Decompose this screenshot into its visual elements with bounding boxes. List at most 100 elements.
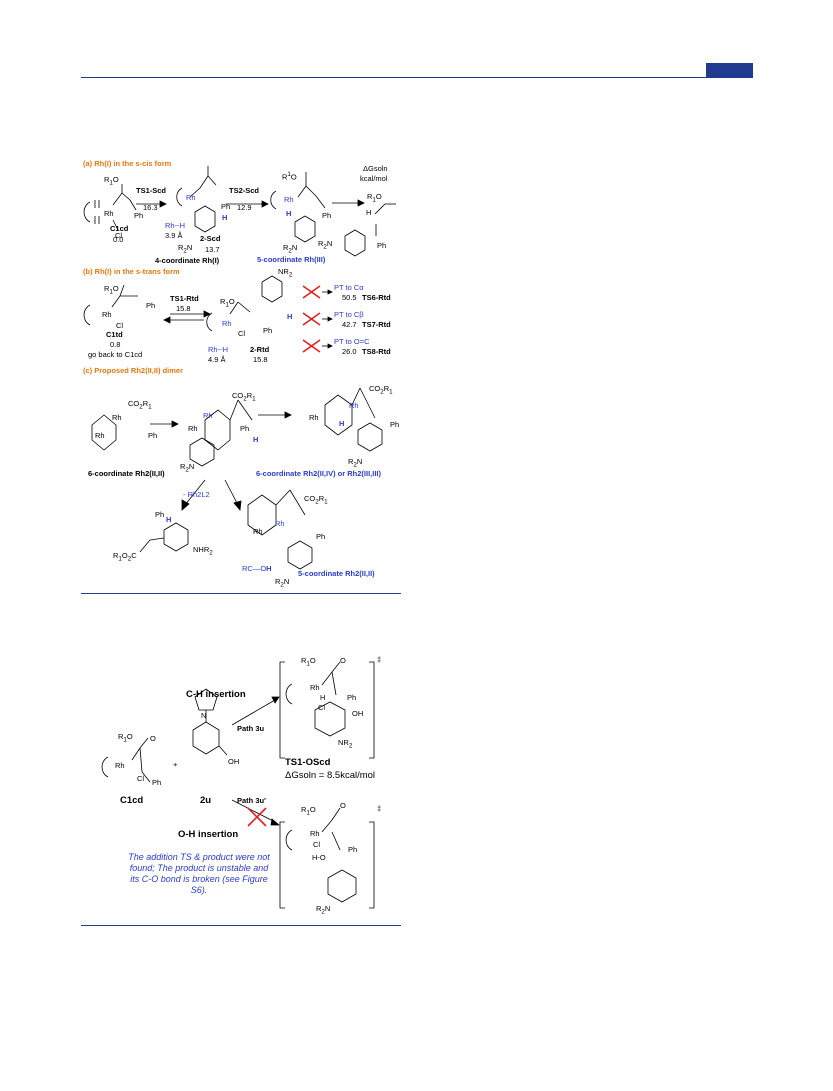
label-ph: Ph <box>347 693 357 702</box>
rh-h-b-dist: 4.9 Å <box>208 355 226 364</box>
label-r2n: R2N <box>275 577 290 589</box>
panel-c-title: (c) Proposed Rh2(II,II) dimer <box>83 366 184 375</box>
label-nr2: NR2 <box>338 738 353 750</box>
c1cd-name: C1cd <box>110 224 129 233</box>
label-h-blue: H <box>286 209 292 218</box>
path-3u-prime-label: Path 3u' <box>237 796 266 805</box>
rh-h-a-dist: 3.9 Å <box>165 231 183 240</box>
four-coord-label: 4-coordinate Rh(I) <box>155 256 220 265</box>
label-co2r1: CO2R1 <box>128 399 152 411</box>
c1cd-scheme-name: C1cd <box>120 795 144 806</box>
six-coord-label: 6-coordinate Rh2(II,II) <box>88 469 165 478</box>
label-nr2: NR2 <box>278 267 293 279</box>
s2-name: 2-Scd <box>200 234 221 243</box>
path-3u-label: Path 3u <box>237 724 265 733</box>
label-rh: Rh <box>95 431 105 440</box>
pt-label-1: PT to Cα <box>334 283 364 292</box>
pt-energy-2: 42.7 <box>342 320 357 329</box>
label-rh: Rh <box>112 413 122 422</box>
label-rh: Rh <box>104 209 114 218</box>
label-rh: Rh <box>115 761 125 770</box>
label-cl: Cl <box>116 321 124 330</box>
header-rule <box>81 77 753 78</box>
label-ph: Ph <box>221 202 231 211</box>
pt-label-2: PT to Cβ <box>334 310 364 319</box>
c1td-name: C1td <box>106 330 123 339</box>
separator <box>81 925 401 926</box>
label-r1o: R1O <box>118 732 133 744</box>
ts2-scd-energy: 12.9 <box>237 203 252 212</box>
label-ph: Ph <box>390 420 400 429</box>
ts1-rtd-name: TS1-Rtd <box>170 294 199 303</box>
five-coord-c-label: 5-coordinate Rh2(II,II) <box>298 569 375 578</box>
label-rh: Rh <box>309 413 319 422</box>
ts1-os-name: TS1-OScd <box>285 757 331 768</box>
pt-label-3: PT to O=C <box>334 337 370 346</box>
label-rco-h: RC—OH <box>242 564 272 573</box>
label-cl: Cl <box>137 774 145 783</box>
label-h-blue: H <box>222 213 228 222</box>
label-n: N <box>201 711 207 720</box>
label-rh-blue: Rh <box>349 401 359 410</box>
label-r1o: R1O <box>367 192 382 204</box>
rh-h-a-label: Rh--H <box>165 221 185 230</box>
label-ph: Ph <box>316 532 326 541</box>
minus-rh2l2: - Rh2L2 <box>183 490 210 499</box>
label-ph: Ph <box>146 301 156 310</box>
label-ph: Ph <box>240 424 250 433</box>
cod-ring <box>83 200 100 224</box>
five-coord-label: 5-coordinate Rh(III) <box>257 255 326 264</box>
label-ph: Ph <box>377 241 387 250</box>
label-ph: Ph <box>155 510 165 519</box>
label-r1o: R1O <box>104 175 119 187</box>
label-h-blue: H <box>253 435 259 444</box>
ts1-scd-energy: 16.3 <box>143 203 158 212</box>
label-rh-blue: Rh <box>284 195 294 204</box>
label-h-blue: H <box>287 312 293 321</box>
label-h-blue: H <box>166 515 172 524</box>
label-rh-blue: Rh <box>275 519 285 528</box>
label-rh: Rh <box>253 527 263 536</box>
label-r1o: R1O <box>104 284 119 296</box>
label-rh-blue: Rh <box>186 193 196 202</box>
label-r2n: R2N <box>180 462 195 474</box>
dg-value: ΔGsoln = 8.5kcal/mol <box>285 770 376 781</box>
rh-h-b-label: Rh--H <box>208 345 228 354</box>
label-o: O <box>340 656 346 665</box>
label-rh: Rh <box>310 683 320 692</box>
label-rh-blue: Rh <box>222 319 232 328</box>
pt-energy-1: 50.5 <box>342 293 357 302</box>
label-ph: Ph <box>348 845 358 854</box>
label-cl: Cl <box>238 329 246 338</box>
ts1-rtd-energy: 15.8 <box>176 304 191 313</box>
header-tab <box>706 63 753 77</box>
c1td-note: go back to C1cd <box>88 350 143 359</box>
units-line-1: ΔGsoln <box>363 164 388 173</box>
label-co2r1: CO2R1 <box>369 384 393 396</box>
label-rh: Rh <box>310 829 320 838</box>
label-r1o: R1O <box>282 171 297 182</box>
label-h: H <box>366 208 372 217</box>
label-r2n: R2N <box>316 904 331 916</box>
label-ph: Ph <box>322 211 332 220</box>
ts1-scd-name: TS1-Scd <box>136 186 167 195</box>
label-cl: Cl <box>115 231 123 240</box>
label-o: O <box>150 734 156 743</box>
r2-name: 2-Rtd <box>250 345 270 354</box>
label-r2n: R2N <box>348 457 363 469</box>
label-r2n: R2N <box>283 243 298 255</box>
label-h-blue: H <box>339 419 345 428</box>
pt-ts-1: TS6-Rtd <box>362 293 391 302</box>
pt-energy-3: 26.0 <box>342 347 357 356</box>
label-r2n: R2N <box>318 239 333 251</box>
six-coord-b-label: 6-coordinate Rh2(II,IV) or Rh2(III,III) <box>256 469 382 478</box>
ts2-scd-name: TS2-Scd <box>229 186 260 195</box>
label-h: H <box>320 693 326 702</box>
label-co2r1: CO2R1 <box>304 494 328 506</box>
label-rh: Rh <box>188 424 198 433</box>
label-ph: Ph <box>152 778 162 787</box>
label-ph: Ph <box>134 211 144 220</box>
ch-insertion-label: C-H insertion <box>186 689 246 700</box>
label-dagger: ‡ <box>377 804 382 813</box>
